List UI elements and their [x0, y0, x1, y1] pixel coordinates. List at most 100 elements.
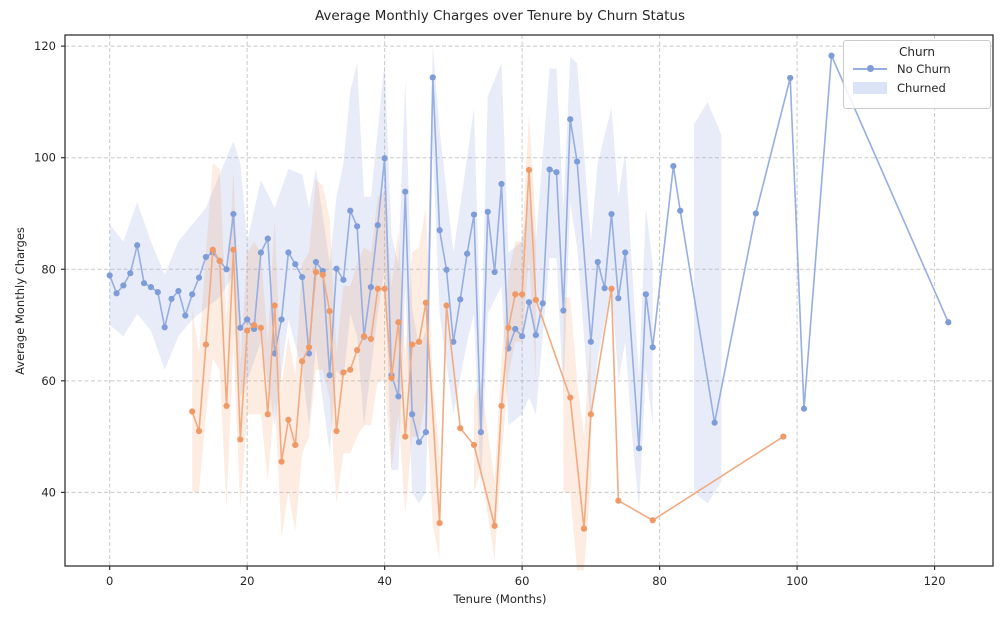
no-churn-marker [202, 253, 210, 261]
legend-title: Churn [899, 45, 935, 59]
no-churn-marker [113, 290, 120, 297]
no-churn-marker [601, 285, 608, 292]
no-churn-marker [649, 344, 656, 351]
no-churn-marker [677, 207, 684, 214]
churned-marker [285, 416, 292, 423]
no-churn-marker [574, 158, 581, 165]
no-churn-marker [134, 242, 141, 249]
x-tick-label: 0 [106, 574, 113, 588]
churned-marker [388, 374, 395, 382]
churned-marker [202, 341, 210, 348]
churned-marker [189, 408, 196, 415]
no-churn-marker [326, 372, 333, 379]
churned-marker [237, 436, 244, 443]
y-tick-label: 100 [34, 151, 56, 165]
no-churn-marker [525, 299, 533, 306]
no-churn-marker [120, 282, 127, 289]
legend-label-no-churn: No Churn [897, 61, 951, 76]
no-churn-marker [587, 338, 594, 345]
no-churn-marker [395, 393, 402, 400]
no-churn-marker [292, 261, 299, 268]
churned-marker [250, 321, 258, 329]
no-churn-marker [491, 268, 498, 276]
churned-marker [333, 427, 340, 435]
no-churn-marker [470, 211, 478, 218]
churned-marker [587, 411, 594, 418]
no-churn-marker [374, 222, 381, 229]
no-churn-ci-band [694, 101, 722, 504]
churned-marker [374, 285, 381, 292]
churned-marker [347, 366, 354, 373]
no-churn-line-sample-icon [853, 65, 887, 72]
churned-marker [278, 458, 285, 465]
no-churn-marker [670, 162, 677, 170]
churned-marker [498, 402, 505, 410]
churned-ci-band [192, 163, 440, 560]
churned-marker [512, 291, 519, 298]
no-churn-marker [464, 250, 471, 257]
no-churn-marker [450, 338, 457, 345]
no-churn-ci-band [109, 46, 653, 510]
churned-marker [312, 268, 320, 276]
churned-marker [305, 344, 313, 351]
churned-marker [292, 441, 299, 449]
no-churn-marker [828, 52, 835, 59]
legend-item-churned: Churned [844, 78, 990, 97]
no-churn-marker [457, 296, 464, 303]
no-churn-marker [546, 166, 553, 173]
churned-marker [525, 166, 533, 174]
churned-marker [422, 299, 429, 306]
x-axis-label: Tenure (Months) [453, 592, 547, 606]
churned-marker [223, 402, 230, 410]
churned-marker [519, 291, 526, 298]
no-churn-marker [532, 331, 539, 339]
x-tick-label: 60 [515, 574, 530, 588]
y-axis-label: Average Monthly Charges [13, 227, 27, 375]
legend-item-no-churn: No Churn [844, 59, 990, 78]
no-churn-marker [127, 270, 134, 277]
x-tick-label: 20 [240, 574, 255, 588]
no-churn-marker [622, 249, 629, 256]
churned-marker [230, 246, 237, 253]
churned-marker [567, 394, 574, 401]
no-churn-marker [175, 287, 182, 295]
no-churn-marker [608, 210, 615, 218]
no-churn-marker [402, 188, 409, 195]
no-churn-marker [800, 405, 808, 412]
no-churn-marker [429, 74, 436, 81]
no-churn-marker [340, 276, 347, 283]
churned-marker [457, 425, 464, 432]
churned-marker [395, 319, 402, 326]
no-churn-marker [140, 280, 148, 287]
no-churn-marker [752, 210, 759, 217]
y-tick-label: 120 [34, 39, 56, 53]
churned-marker [381, 285, 388, 292]
x-tick-label: 100 [786, 574, 808, 588]
no-churn-marker [333, 265, 340, 272]
no-churn-marker [560, 307, 567, 314]
churned-marker [367, 335, 374, 343]
no-churn-marker [168, 295, 175, 302]
no-churn-marker [285, 249, 292, 256]
churned-marker [244, 327, 251, 334]
no-churn-marker [787, 74, 794, 82]
churned-marker [580, 525, 588, 532]
no-churn-marker [161, 324, 168, 331]
no-churn-marker [230, 210, 237, 218]
churned-marker [209, 246, 216, 253]
no-churn-marker [519, 333, 526, 340]
no-churn-marker [237, 324, 244, 331]
no-churn-marker [347, 207, 354, 214]
churned-marker [532, 296, 539, 304]
no-churn-marker [642, 291, 649, 298]
no-churn-marker [312, 258, 320, 266]
churned-marker [360, 333, 368, 340]
no-churn-marker [244, 316, 251, 323]
no-churn-marker [436, 227, 443, 234]
no-churn-marker [223, 266, 230, 273]
no-churn-marker [189, 291, 196, 298]
y-tick-label: 60 [41, 374, 56, 388]
no-churn-marker [422, 429, 429, 436]
